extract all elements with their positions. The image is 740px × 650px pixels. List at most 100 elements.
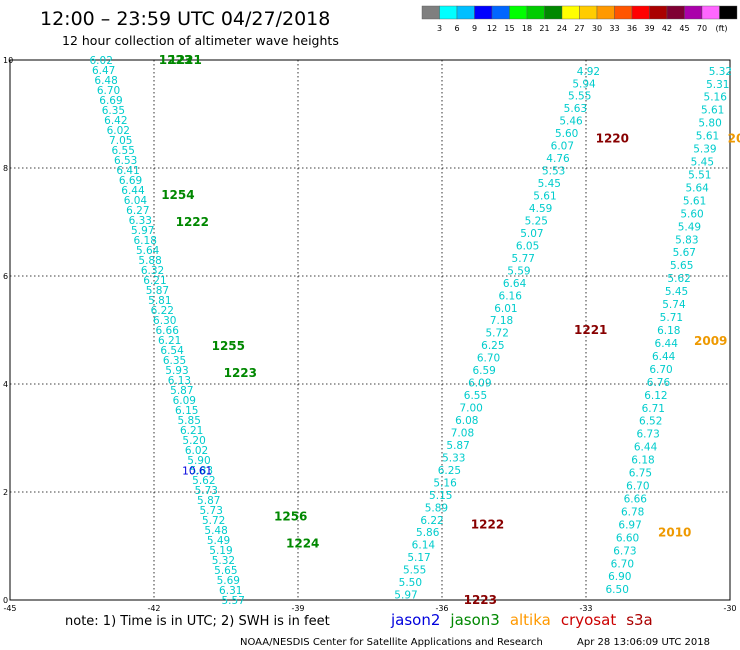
pass-time-label: 2009 (694, 334, 727, 348)
pass-time-label: 1223 (464, 593, 497, 607)
wave-height-label: 5.89 (425, 502, 448, 514)
wave-height-label: 6.41 (116, 165, 139, 177)
jason3-track: 6.026.476.486.706.696.356.426.027.056.55… (90, 55, 245, 607)
wave-height-label: 6.32 (141, 265, 164, 277)
wave-height-label: 6.21 (158, 335, 181, 347)
wave-height-label: 5.46 (559, 116, 583, 128)
y-tick-label: 6 (3, 272, 8, 281)
scale-swatch (509, 5, 528, 20)
y-tick-labels: 0 2 4 6 8 10 (3, 56, 13, 605)
pass-time-labels: 1223122112541222125512231256122412201221… (159, 53, 740, 607)
wave-height-label: 6.53 (114, 155, 137, 167)
wave-height-label: 5.39 (693, 144, 716, 156)
scale-label: 39 (644, 24, 654, 33)
scale-label: 9 (472, 24, 477, 33)
wave-height-label: 6.09 (468, 378, 491, 390)
wave-height-tracks: 6.026.476.486.706.696.356.426.027.056.55… (90, 55, 733, 607)
wave-height-label: 6.01 (494, 303, 517, 315)
scale-swatch (666, 5, 685, 20)
scale-swatch (719, 5, 738, 20)
scale-label: 33 (609, 24, 619, 33)
scale-swatch (561, 5, 580, 20)
y-tick-label: 8 (3, 164, 8, 173)
pass-time-label: 1223 (159, 53, 192, 67)
wave-height-label: 5.73 (195, 485, 218, 497)
wave-height-label: 5.61 (533, 191, 556, 203)
wave-height-label: 5.32 (709, 66, 732, 78)
wave-height-label: 5.32 (212, 555, 235, 567)
wave-height-label: 6.22 (420, 515, 443, 527)
wave-height-label: 6.90 (608, 571, 631, 583)
wave-height-label: 6.27 (126, 205, 149, 217)
wave-height-label: 5.33 (442, 452, 465, 464)
grid (9, 59, 731, 601)
legend-altika: altika (510, 611, 551, 629)
wave-height-label: 6.69 (119, 175, 142, 187)
wave-height-label: 5.64 (136, 245, 160, 257)
wave-height-label: 6.76 (647, 377, 671, 389)
scale-label: 27 (574, 24, 584, 33)
x-tick-labels: -45 -42 -39 -36 -33 -30 (3, 604, 736, 613)
x-tick-label: -39 (291, 604, 304, 613)
scale-swatch (684, 5, 703, 20)
pass-time-label: 1222 (176, 215, 209, 229)
scale-swatch (701, 5, 720, 20)
wave-height-label: 6.18 (657, 325, 680, 337)
wave-height-label: 5.74 (662, 299, 686, 311)
wave-height-label: 5.97 (394, 590, 417, 602)
wave-height-label: 5.87 (170, 385, 193, 397)
scale-swatch (649, 5, 668, 20)
scale-label: 12 (487, 24, 497, 33)
wave-height-label: 5.19 (209, 545, 232, 557)
wave-height-label: 5.72 (202, 515, 225, 527)
scale-swatch (421, 5, 440, 20)
wave-height-label: 6.70 (611, 558, 634, 570)
scale-swatch (579, 5, 598, 20)
pass-time-label: 1221 (168, 53, 201, 67)
wave-height-label: 6.04 (124, 195, 148, 207)
y-tick-label: 4 (3, 380, 8, 389)
pass-time-label: 20 (728, 131, 740, 145)
wave-height-label: 6.02 (107, 125, 130, 137)
wave-height-label: 6.66 (624, 493, 648, 505)
wave-height-label: 6.44 (121, 185, 145, 197)
scale-swatch (439, 5, 458, 20)
scale-label: 42 (662, 24, 672, 33)
note-text: note: 1) Time is in UTC; 2) SWH is in fe… (65, 614, 330, 629)
x-tick-label: -36 (435, 604, 448, 613)
wave-height-label: 5.65 (670, 260, 693, 272)
wave-height-label: 6.73 (613, 545, 636, 557)
wave-height-label: 6.21 (180, 425, 203, 437)
wave-height-label: 6.13 (168, 375, 191, 387)
wave-height-label: 5.86 (416, 527, 440, 539)
wave-height-label: 5.81 (148, 295, 171, 307)
wave-height-label: 5.77 (512, 253, 535, 265)
wave-height-label: 5.72 (486, 328, 509, 340)
wave-height-label: 6.05 (516, 240, 539, 252)
wave-height-label: 5.88 (138, 255, 161, 267)
wave-height-label: 5.16 (704, 92, 728, 104)
wave-height-label: 6.15 (175, 405, 198, 417)
wave-height-label: 5.45 (538, 178, 561, 190)
wave-height-label: 6.78 (621, 506, 644, 518)
wave-height-label: 4.59 (529, 203, 552, 215)
wave-height-label: 5.85 (178, 415, 201, 427)
wave-height-label: 5.25 (525, 215, 548, 227)
wave-height-label: 6.33 (129, 215, 152, 227)
altika-track: 5.325.315.165.615.805.615.395.455.515.64… (606, 66, 733, 596)
wave-height-label: 6.47 (92, 65, 115, 77)
wave-height-label: 6.44 (634, 442, 658, 454)
wave-height-label: 5.16 (433, 477, 457, 489)
wave-height-label: 5.55 (403, 565, 426, 577)
wave-height-label: 6.25 (481, 340, 504, 352)
scale-label: 70 (697, 24, 707, 33)
wave-height-label: 10.61 (182, 465, 212, 477)
wave-height-label: 5.87 (446, 440, 469, 452)
pass-time-label: 1223 (224, 366, 257, 380)
wave-height-label: 5.67 (673, 247, 696, 259)
wave-height-label: 6.75 (629, 468, 652, 480)
cryosat-track: 4.925.945.555.635.465.606.074.765.535.45… (394, 66, 600, 602)
wave-height-label: 6.42 (104, 115, 127, 127)
scale-swatch (596, 5, 615, 20)
